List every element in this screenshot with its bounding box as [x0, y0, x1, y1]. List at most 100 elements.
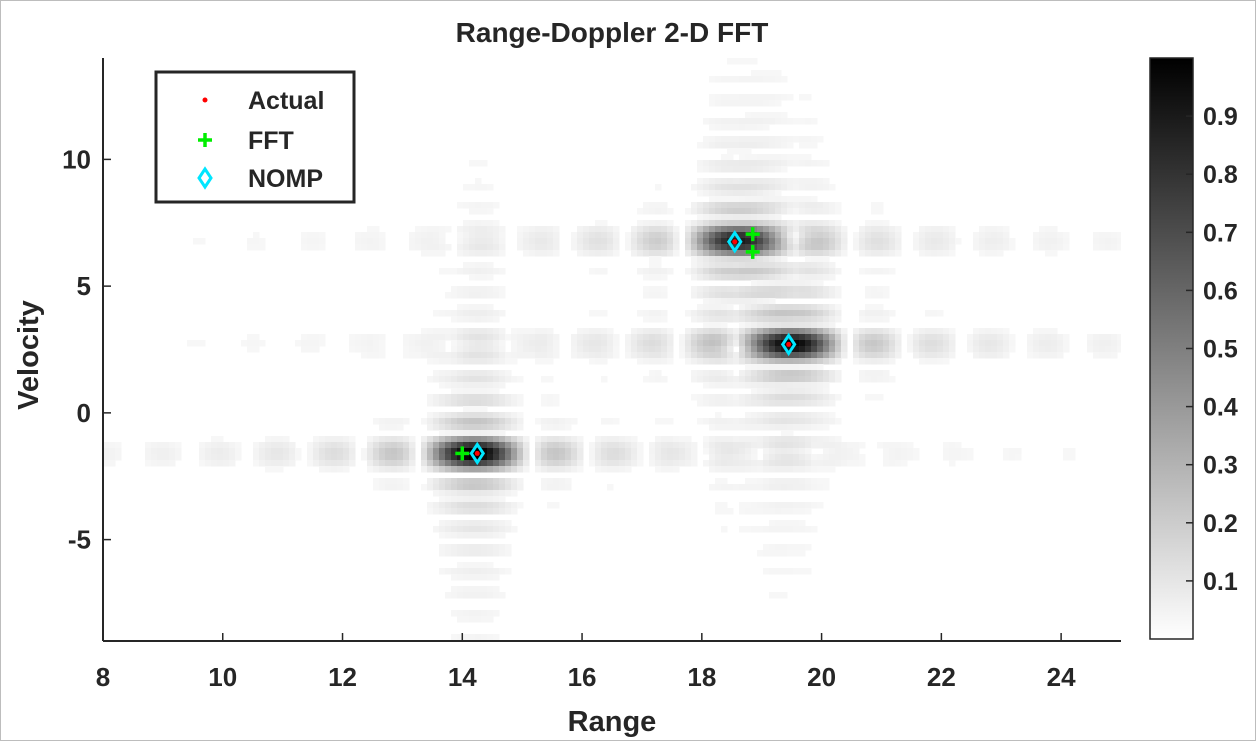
heatmap-cell: [745, 178, 752, 185]
heatmap-cell: [319, 238, 326, 245]
heatmap-cell: [757, 388, 764, 395]
heatmap-cell: [685, 346, 692, 353]
heatmap-cell: [613, 334, 620, 341]
heatmap-cell: [811, 376, 818, 383]
heatmap-cell: [853, 352, 860, 359]
heatmap-cell: [799, 226, 806, 233]
heatmap-cell: [703, 184, 710, 191]
heatmap-cell: [475, 586, 482, 593]
heatmap-cell: [457, 520, 464, 527]
heatmap-cell: [601, 244, 608, 251]
heatmap-cell: [439, 436, 446, 443]
heatmap-cell: [691, 460, 698, 467]
heatmap-cell: [625, 346, 632, 353]
heatmap-cell: [349, 448, 356, 455]
heatmap-cell: [547, 226, 554, 233]
heatmap-cell: [697, 178, 704, 185]
heatmap-cell: [397, 460, 404, 467]
heatmap-cell: [811, 364, 818, 371]
heatmap-cell: [721, 370, 728, 377]
heatmap-cell: [715, 394, 722, 401]
heatmap-cell: [769, 256, 776, 263]
heatmap-cell: [805, 208, 812, 215]
heatmap-cell: [715, 190, 722, 197]
heatmap-cell: [439, 424, 446, 431]
heatmap-cell: [535, 334, 542, 341]
heatmap-cell: [493, 592, 500, 599]
heatmap-cell: [577, 232, 584, 239]
heatmap-cell: [745, 340, 752, 347]
heatmap-cell: [535, 328, 542, 335]
heatmap-cell: [487, 562, 494, 569]
heatmap-cell: [775, 178, 782, 185]
heatmap-cell: [463, 544, 470, 551]
heatmap-cell: [745, 292, 752, 299]
heatmap-cell: [493, 232, 500, 239]
x-tick-label: 12: [328, 662, 357, 692]
heatmap-cell: [775, 442, 782, 449]
heatmap-cell: [979, 346, 986, 353]
heatmap-cell: [595, 460, 602, 467]
heatmap-cell: [1051, 238, 1058, 245]
heatmap-cell: [775, 436, 782, 443]
heatmap-cell: [319, 334, 326, 341]
heatmap-cell: [409, 442, 416, 449]
heatmap-cell: [439, 466, 446, 473]
heatmap-cell: [889, 334, 896, 341]
heatmap-cell: [799, 184, 806, 191]
heatmap-cell: [751, 382, 758, 389]
heatmap-cell: [445, 496, 452, 503]
heatmap-cell: [445, 412, 452, 419]
heatmap-cell: [685, 328, 692, 335]
heatmap-cell: [601, 220, 608, 227]
heatmap-cell: [445, 526, 452, 533]
heatmap-cell: [445, 520, 452, 527]
heatmap-cell: [1063, 448, 1070, 455]
heatmap-cell: [691, 310, 698, 317]
heatmap-cell: [763, 250, 770, 257]
heatmap-cell: [775, 322, 782, 329]
heatmap-cell: [715, 118, 722, 125]
heatmap-cell: [757, 238, 764, 245]
heatmap-cell: [787, 142, 794, 149]
heatmap-cell: [799, 442, 806, 449]
heatmap-cell: [541, 448, 548, 455]
heatmap-cell: [475, 508, 482, 515]
heatmap-cell: [337, 454, 344, 461]
heatmap-cell: [457, 424, 464, 431]
heatmap-cell: [523, 454, 530, 461]
heatmap-cell: [451, 478, 458, 485]
heatmap-cell: [445, 358, 452, 365]
heatmap-cell: [907, 334, 914, 341]
heatmap-cell: [787, 136, 794, 143]
heatmap-cell: [733, 220, 740, 227]
heatmap-cell: [445, 544, 452, 551]
heatmap-cell: [883, 232, 890, 239]
heatmap-cell: [1063, 238, 1070, 245]
heatmap-cell: [373, 352, 380, 359]
nomp-point: [469, 441, 486, 466]
heatmap-cell: [1099, 232, 1106, 239]
heatmap-cell: [889, 358, 896, 365]
heatmap-cell: [517, 502, 524, 509]
heatmap-cell: [421, 226, 428, 233]
heatmap-cell: [817, 400, 824, 407]
heatmap-cell: [775, 214, 782, 221]
heatmap-cell: [787, 568, 794, 575]
heatmap-cell: [487, 346, 494, 353]
heatmap-cell: [727, 232, 734, 239]
heatmap-cell: [691, 268, 698, 275]
heatmap-cell: [733, 136, 740, 143]
heatmap-cell: [799, 178, 806, 185]
heatmap-cell: [307, 460, 314, 467]
heatmap-cell: [493, 388, 500, 395]
heatmap-cell: [835, 208, 842, 215]
heatmap-cell: [979, 340, 986, 347]
heatmap-cell: [661, 352, 668, 359]
heatmap-cell: [703, 232, 710, 239]
heatmap-cell: [277, 454, 284, 461]
heatmap-cell: [955, 238, 962, 245]
heatmap-cell: [577, 328, 584, 335]
heatmap-cell: [385, 442, 392, 449]
heatmap-cell: [787, 544, 794, 551]
